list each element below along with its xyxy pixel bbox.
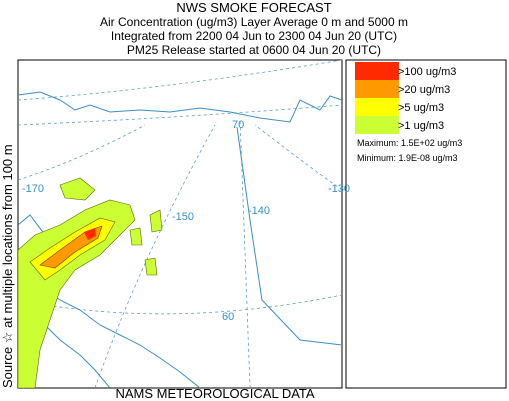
- legend-label: >5 ug/m3: [398, 102, 444, 114]
- graticule: [18, 60, 342, 101]
- graticule: [254, 124, 342, 191]
- legend-label: >100 ug/m3: [398, 66, 456, 78]
- map-label: -130: [328, 183, 350, 195]
- legend-swatch: [355, 62, 399, 80]
- border: [236, 126, 342, 346]
- graticule: [94, 124, 216, 388]
- map-label: 70: [232, 119, 244, 131]
- legend-swatch: [355, 116, 399, 134]
- subtitle: PM25 Release started at 0600 04 Jun 20 (…: [127, 43, 381, 57]
- subtitle: Integrated from 2200 04 Jun to 2300 04 J…: [111, 29, 397, 43]
- legend-swatch: [355, 98, 399, 116]
- graticule: [18, 294, 342, 315]
- coastline: [18, 91, 342, 123]
- maximum: Maximum: 1.5E+02 ug/m3: [357, 138, 462, 148]
- graticule: [18, 104, 342, 126]
- graticule: [239, 119, 251, 388]
- title: NWS SMOKE FORECAST: [176, 0, 331, 15]
- subtitle: Air Concentration (ug/m3) Layer Average …: [100, 15, 408, 29]
- map-label: -150: [172, 211, 194, 223]
- graticule: [18, 124, 146, 181]
- smoke-gt1: [18, 199, 136, 388]
- legend-label: >1 ug/m3: [398, 120, 444, 132]
- source-label: Source ☆ at multiple locations from 100 …: [0, 144, 15, 388]
- minimum: Minimum: 1.9E-08 ug/m3: [357, 153, 458, 163]
- footer: NAMS METEOROLOGICAL DATA: [115, 386, 314, 401]
- map-label: -170: [22, 183, 44, 195]
- legend-swatch: [355, 80, 399, 98]
- map: [17, 59, 343, 389]
- map-label: 60: [222, 311, 234, 323]
- map-label: -140: [248, 205, 270, 217]
- legend-label: >20 ug/m3: [398, 84, 450, 96]
- smoke-gt1: [59, 177, 163, 276]
- smoke-gt100: [84, 228, 96, 240]
